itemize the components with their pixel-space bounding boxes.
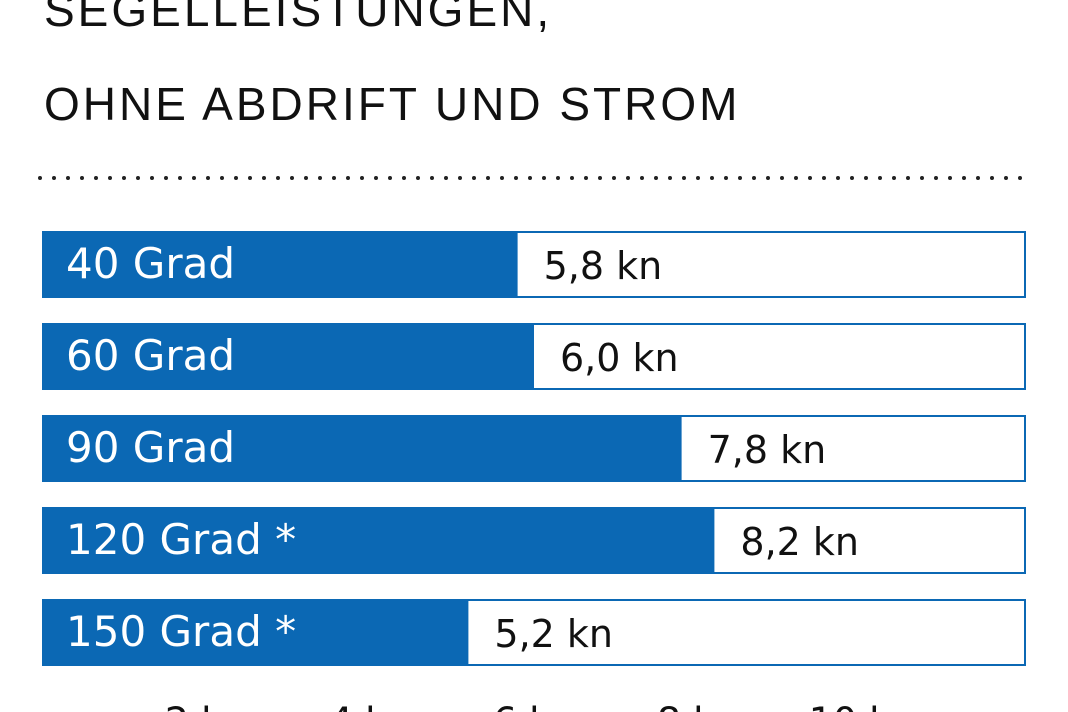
value-label: 6,0 kn [560,336,679,380]
bar [42,415,682,482]
chart-title: SEGELLEISTUNGEN, [44,0,552,36]
value-label: 7,8 kn [708,428,827,472]
x-tick-label: 4 kn [329,700,411,712]
value-label: 5,2 kn [494,612,613,656]
bar [42,231,518,298]
bar [42,507,715,574]
value-label: 8,2 kn [740,520,859,564]
category-label: 40 Grad [66,239,235,288]
value-label: 5,8 kn [544,244,663,288]
x-tick-label: 2 kn [165,700,247,712]
x-tick-label: 8 kn [657,700,739,712]
x-tick-label: 10 kn [809,700,916,712]
category-label: 120 Grad * [66,515,296,564]
category-label: 60 Grad [66,331,235,380]
bar [42,599,469,666]
category-label: 90 Grad [66,423,235,472]
bar [42,323,534,390]
x-tick-label: 6 kn [493,700,575,712]
chart-subtitle: OHNE ABDRIFT UND STROM [44,78,740,130]
category-label: 150 Grad * [66,607,296,656]
